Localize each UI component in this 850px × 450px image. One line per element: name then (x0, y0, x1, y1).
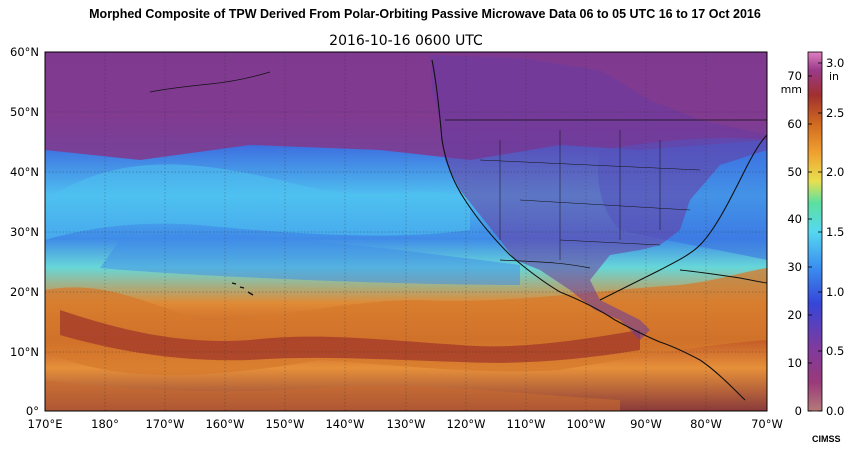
map-title: Morphed Composite of TPW Derived From Po… (89, 7, 761, 21)
in-tick-label: 2.5 (826, 106, 844, 120)
tpw-field (45, 52, 767, 411)
lat-label: 30°N (10, 225, 39, 239)
mm-tick-label: 40 (787, 212, 802, 226)
longitude-axis: 170°E 180° 170°W 160°W 150°W 140°W 130°W… (28, 417, 783, 431)
lon-label: 120°W (446, 417, 485, 431)
in-tick-label: 3.0 (826, 56, 844, 70)
mm-tick-label: 50 (787, 165, 802, 179)
lon-label: 160°W (205, 417, 244, 431)
colorbar-gradient (807, 51, 823, 412)
lon-label: 130°W (386, 417, 425, 431)
lon-label: 90°W (630, 417, 662, 431)
lat-label: 20°N (10, 285, 39, 299)
graticule (45, 52, 767, 411)
mm-tick-label: 0 (795, 404, 802, 418)
lon-label: 70°W (751, 417, 783, 431)
lat-label: 50°N (10, 105, 39, 119)
latitude-axis: 60°N 50°N 40°N 30°N 20°N 10°N 0° (10, 45, 39, 418)
lon-label: 170°W (145, 417, 184, 431)
lat-label: 60°N (10, 45, 39, 59)
credit-label: CIMSS (812, 434, 841, 444)
map-frame (44, 51, 768, 412)
in-tick-label: 0.0 (826, 404, 844, 418)
mm-tick-label: 60 (787, 117, 802, 131)
in-tick-label: 1.5 (826, 225, 844, 239)
lon-label: 150°W (265, 417, 304, 431)
lat-label: 10°N (10, 345, 39, 359)
lon-label: 80°W (690, 417, 722, 431)
lat-label: 40°N (10, 165, 39, 179)
lon-label: 100°W (566, 417, 605, 431)
colorbar: 0 10 20 30 40 50 60 70 mm 0.0 0.5 1.0 1.… (781, 51, 844, 418)
in-tick-label: 0.5 (826, 344, 844, 358)
lon-label: 180° (91, 417, 119, 431)
in-unit-label: in (829, 70, 839, 83)
mm-tick-label: 70 (787, 69, 802, 83)
mm-unit-label: mm (781, 83, 802, 96)
timestamp-label: 2016-10-16 0600 UTC (329, 33, 483, 49)
lon-label: 170°E (28, 417, 63, 431)
mm-tick-label: 30 (787, 260, 802, 274)
mm-tick-label: 10 (787, 356, 802, 370)
mm-tick-label: 20 (787, 308, 802, 322)
in-tick-label: 2.0 (826, 165, 844, 179)
lat-label: 0° (26, 404, 39, 418)
lon-label: 140°W (325, 417, 364, 431)
lon-label: 110°W (506, 417, 545, 431)
in-tick-label: 1.0 (826, 285, 844, 299)
